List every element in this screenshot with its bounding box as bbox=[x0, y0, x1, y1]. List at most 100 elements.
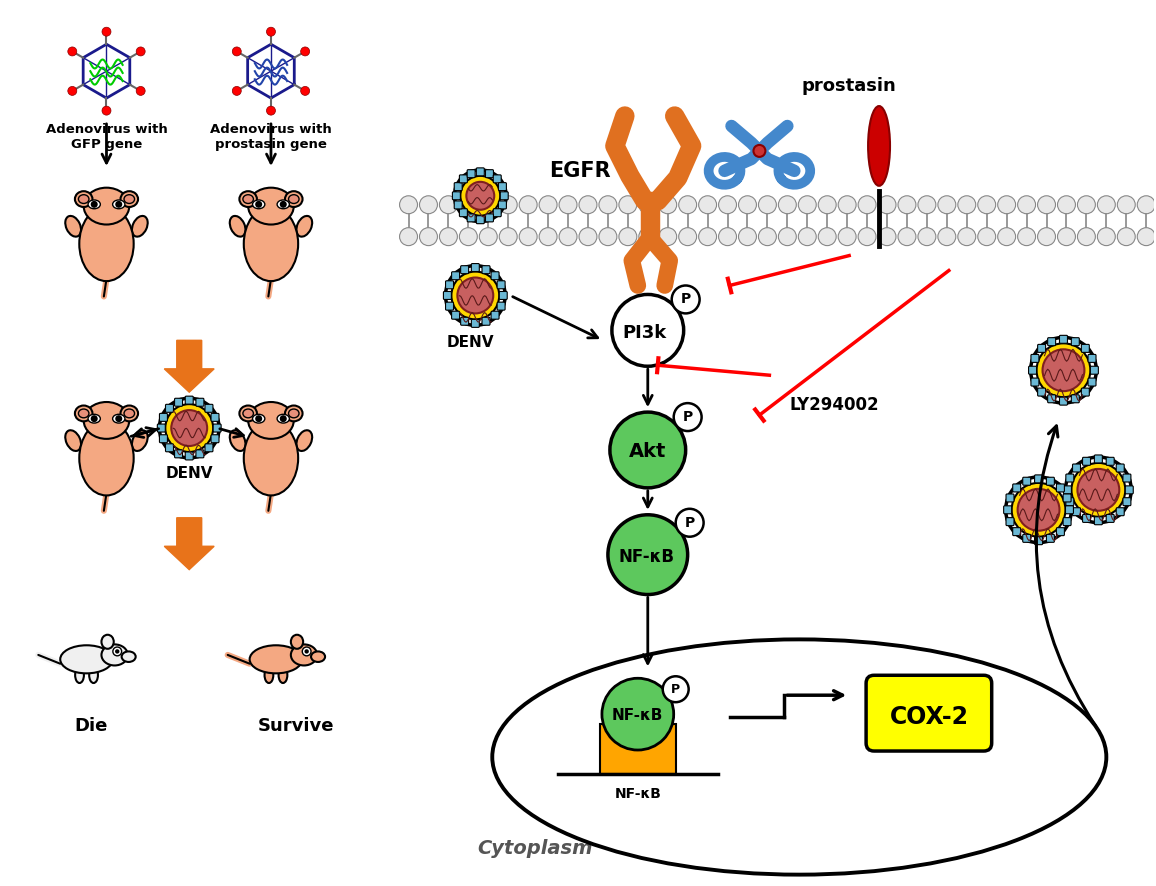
Circle shape bbox=[1058, 196, 1075, 214]
FancyBboxPatch shape bbox=[1082, 457, 1090, 465]
Ellipse shape bbox=[249, 402, 294, 439]
FancyBboxPatch shape bbox=[1057, 484, 1065, 492]
FancyBboxPatch shape bbox=[1106, 515, 1114, 523]
FancyBboxPatch shape bbox=[1081, 388, 1089, 396]
Ellipse shape bbox=[286, 191, 303, 207]
FancyBboxPatch shape bbox=[498, 183, 506, 190]
Circle shape bbox=[116, 201, 123, 208]
Ellipse shape bbox=[239, 191, 257, 207]
Ellipse shape bbox=[296, 216, 312, 237]
FancyBboxPatch shape bbox=[460, 317, 468, 325]
Ellipse shape bbox=[277, 415, 289, 423]
Circle shape bbox=[1017, 196, 1036, 214]
FancyBboxPatch shape bbox=[1046, 478, 1054, 486]
Circle shape bbox=[858, 196, 876, 214]
Circle shape bbox=[758, 196, 777, 214]
Circle shape bbox=[454, 170, 506, 222]
FancyBboxPatch shape bbox=[600, 724, 676, 774]
Text: Akt: Akt bbox=[629, 442, 667, 462]
Circle shape bbox=[608, 515, 688, 595]
Text: EGFR: EGFR bbox=[549, 161, 610, 181]
Ellipse shape bbox=[243, 409, 253, 418]
Ellipse shape bbox=[265, 667, 273, 683]
Circle shape bbox=[1077, 196, 1096, 214]
Text: DENV: DENV bbox=[165, 466, 213, 481]
Circle shape bbox=[639, 196, 657, 214]
FancyBboxPatch shape bbox=[212, 435, 218, 443]
FancyBboxPatch shape bbox=[1072, 395, 1080, 403]
FancyBboxPatch shape bbox=[1038, 388, 1046, 396]
FancyBboxPatch shape bbox=[452, 311, 460, 319]
FancyBboxPatch shape bbox=[205, 444, 213, 452]
Circle shape bbox=[739, 196, 756, 214]
Circle shape bbox=[998, 228, 1016, 245]
Circle shape bbox=[68, 87, 76, 96]
FancyBboxPatch shape bbox=[1060, 335, 1067, 343]
FancyBboxPatch shape bbox=[1073, 508, 1081, 516]
FancyBboxPatch shape bbox=[491, 311, 499, 319]
Circle shape bbox=[879, 196, 896, 214]
Circle shape bbox=[439, 228, 458, 245]
FancyBboxPatch shape bbox=[459, 209, 467, 217]
Text: COX-2: COX-2 bbox=[889, 705, 969, 729]
Ellipse shape bbox=[120, 191, 138, 207]
FancyBboxPatch shape bbox=[1006, 517, 1014, 525]
Circle shape bbox=[758, 228, 777, 245]
Circle shape bbox=[978, 196, 995, 214]
Circle shape bbox=[659, 196, 676, 214]
Ellipse shape bbox=[75, 191, 92, 207]
FancyBboxPatch shape bbox=[1064, 517, 1072, 525]
Ellipse shape bbox=[112, 415, 125, 423]
Circle shape bbox=[400, 228, 417, 245]
Circle shape bbox=[1138, 228, 1155, 245]
Circle shape bbox=[1017, 228, 1036, 245]
Circle shape bbox=[451, 271, 499, 319]
FancyBboxPatch shape bbox=[445, 302, 453, 310]
FancyBboxPatch shape bbox=[175, 450, 183, 458]
Circle shape bbox=[918, 228, 936, 245]
Circle shape bbox=[998, 196, 1016, 214]
Text: NF-κB: NF-κB bbox=[612, 708, 662, 723]
Circle shape bbox=[599, 196, 617, 214]
Circle shape bbox=[232, 47, 242, 56]
FancyBboxPatch shape bbox=[482, 266, 490, 274]
Ellipse shape bbox=[60, 645, 113, 673]
Text: Adenovirus with
prostasin gene: Adenovirus with prostasin gene bbox=[210, 123, 332, 151]
Circle shape bbox=[1043, 349, 1084, 391]
FancyBboxPatch shape bbox=[445, 281, 453, 289]
FancyBboxPatch shape bbox=[1117, 464, 1124, 472]
FancyBboxPatch shape bbox=[160, 414, 168, 422]
FancyBboxPatch shape bbox=[1064, 494, 1072, 502]
FancyBboxPatch shape bbox=[175, 399, 183, 407]
Circle shape bbox=[679, 228, 697, 245]
FancyBboxPatch shape bbox=[498, 201, 506, 209]
FancyBboxPatch shape bbox=[454, 183, 462, 190]
Ellipse shape bbox=[121, 651, 135, 662]
FancyBboxPatch shape bbox=[185, 396, 193, 404]
Circle shape bbox=[1038, 196, 1055, 214]
Text: Cytoplasm: Cytoplasm bbox=[477, 839, 593, 859]
Text: LY294002: LY294002 bbox=[790, 396, 879, 414]
Circle shape bbox=[612, 294, 683, 366]
FancyBboxPatch shape bbox=[1031, 378, 1039, 386]
Ellipse shape bbox=[250, 645, 302, 673]
FancyBboxPatch shape bbox=[1035, 537, 1043, 545]
Circle shape bbox=[1072, 463, 1125, 517]
Ellipse shape bbox=[80, 206, 134, 281]
FancyBboxPatch shape bbox=[1081, 345, 1089, 353]
Ellipse shape bbox=[868, 106, 890, 186]
Ellipse shape bbox=[75, 406, 92, 422]
Circle shape bbox=[304, 649, 309, 654]
Circle shape bbox=[68, 47, 76, 56]
Circle shape bbox=[978, 228, 995, 245]
Circle shape bbox=[778, 228, 796, 245]
Circle shape bbox=[519, 228, 538, 245]
Text: Survive: Survive bbox=[258, 717, 334, 735]
FancyBboxPatch shape bbox=[1003, 506, 1012, 514]
Ellipse shape bbox=[102, 634, 113, 649]
Circle shape bbox=[618, 228, 637, 245]
Circle shape bbox=[459, 196, 477, 214]
FancyBboxPatch shape bbox=[497, 281, 505, 289]
FancyBboxPatch shape bbox=[1090, 366, 1098, 374]
Circle shape bbox=[659, 228, 676, 245]
